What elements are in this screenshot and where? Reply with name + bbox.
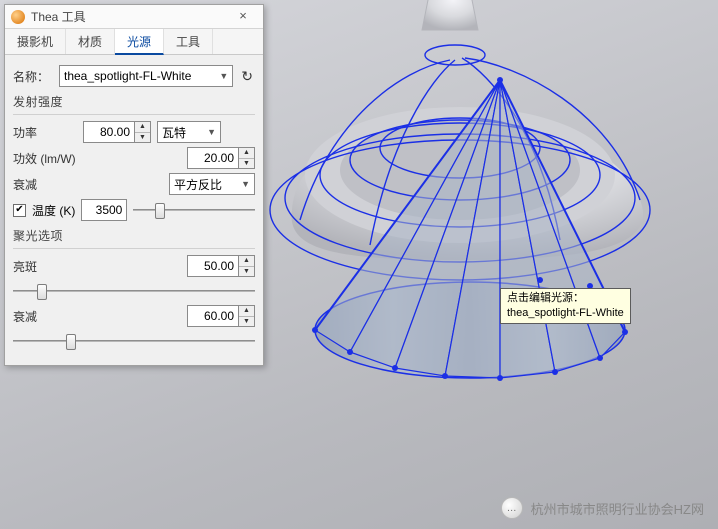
- tooltip-line1: 点击编辑光源：: [507, 292, 584, 304]
- falloff-dropdown[interactable]: 平方反比 ▼: [169, 173, 255, 195]
- panel-titlebar[interactable]: Thea 工具 ×: [5, 5, 263, 29]
- name-dropdown[interactable]: thea_spotlight-FL-White ▼: [59, 65, 233, 87]
- name-label: 名称：: [13, 68, 53, 85]
- chevron-down-icon: ▼: [219, 71, 228, 81]
- tab-tool[interactable]: 工具: [164, 29, 213, 54]
- tooltip-edit-light: 点击编辑光源： thea_spotlight-FL-White: [500, 288, 631, 324]
- spot-falloff-slider[interactable]: [13, 331, 255, 351]
- watermark-text: 杭州市城市照明行业协会HZ网: [531, 499, 704, 518]
- refresh-button[interactable]: ↻: [239, 68, 255, 85]
- section-spot: 聚光选项: [13, 227, 255, 244]
- tab-strip: 摄影机 材质 光源 工具: [5, 29, 263, 55]
- hotspot-label: 亮斑: [13, 258, 77, 275]
- hotspot-spinner[interactable]: ▲▼: [187, 255, 255, 277]
- power-input[interactable]: [83, 121, 135, 143]
- thea-tool-panel: Thea 工具 × 摄影机 材质 光源 工具 名称： thea_spotligh…: [4, 4, 264, 366]
- power-label: 功率: [13, 124, 77, 141]
- efficacy-spinner[interactable]: ▲▼: [187, 147, 255, 169]
- temperature-slider[interactable]: [133, 200, 255, 220]
- falloff-value: 平方反比: [174, 176, 222, 193]
- chevron-down-icon: ▼: [241, 179, 250, 189]
- divider: [13, 114, 255, 115]
- temperature-checkbox[interactable]: ✔: [13, 204, 26, 217]
- hotspot-slider[interactable]: [13, 281, 255, 301]
- tab-light[interactable]: 光源: [115, 29, 164, 55]
- power-unit-value: 瓦特: [162, 124, 186, 141]
- tab-material[interactable]: 材质: [66, 29, 115, 54]
- watermark: … 杭州市城市照明行业协会HZ网: [501, 497, 704, 519]
- hotspot-input[interactable]: [187, 255, 239, 277]
- section-emission: 发射强度: [13, 93, 255, 110]
- panel-title: Thea 工具: [31, 8, 229, 25]
- power-unit-dropdown[interactable]: 瓦特 ▼: [157, 121, 221, 143]
- spot-falloff-input[interactable]: [187, 305, 239, 327]
- thea-icon: [11, 10, 25, 24]
- falloff-label: 衰减: [13, 176, 77, 193]
- wechat-icon: …: [501, 497, 523, 519]
- efficacy-label: 功效 (lm/W): [13, 150, 93, 167]
- power-spinner[interactable]: ▲▼: [83, 121, 151, 143]
- name-value: thea_spotlight-FL-White: [64, 69, 191, 83]
- chevron-down-icon: ▼: [207, 127, 216, 137]
- tab-camera[interactable]: 摄影机: [5, 29, 66, 54]
- temperature-label: 温度 (K): [32, 202, 75, 219]
- close-button[interactable]: ×: [229, 8, 257, 26]
- tooltip-line2: thea_spotlight-FL-White: [507, 307, 624, 319]
- divider: [13, 248, 255, 249]
- efficacy-input[interactable]: [187, 147, 239, 169]
- temperature-input[interactable]: [81, 199, 127, 221]
- spot-falloff-label: 衰减: [13, 308, 77, 325]
- spot-falloff-spinner[interactable]: ▲▼: [187, 305, 255, 327]
